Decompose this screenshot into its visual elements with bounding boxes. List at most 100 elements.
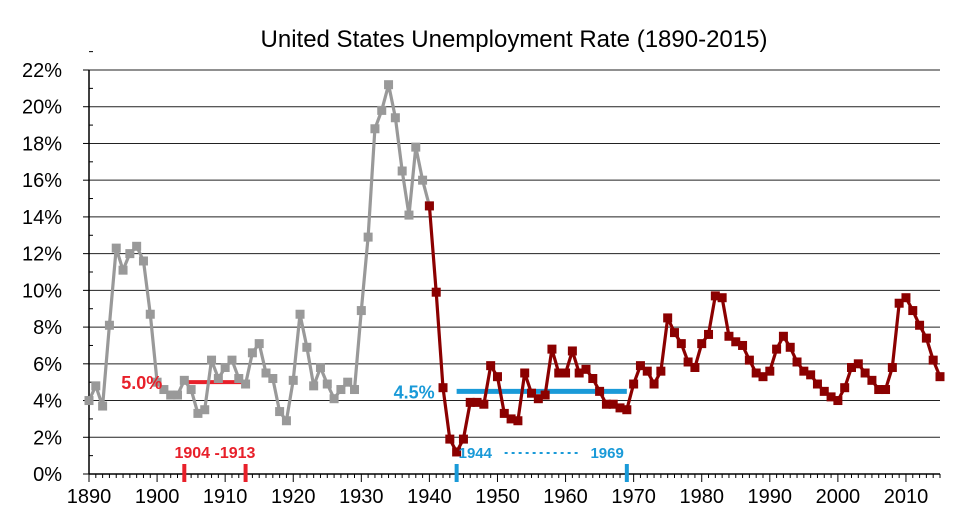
data-point (315, 362, 325, 372)
data-point (356, 306, 366, 316)
data-point (656, 366, 666, 376)
data-point (629, 379, 639, 389)
data-point (731, 337, 741, 347)
data-point (935, 372, 945, 382)
data-point (683, 357, 693, 367)
data-point (377, 105, 387, 115)
data-point (853, 359, 863, 369)
data-point (642, 366, 652, 376)
data-point (98, 401, 108, 411)
data-point (234, 374, 244, 384)
data-point (751, 368, 761, 378)
data-point (138, 256, 148, 266)
data-point (479, 399, 489, 409)
data-point (901, 293, 911, 303)
average-label: 4.5% (394, 382, 435, 402)
data-point (806, 370, 816, 380)
period-end-label: 1969 (590, 445, 623, 462)
data-point (615, 403, 625, 413)
data-point (336, 385, 346, 395)
data-point (200, 405, 210, 415)
data-point (343, 377, 353, 387)
data-point (608, 399, 618, 409)
data-point (738, 340, 748, 350)
data-point (785, 342, 795, 352)
data-point (513, 416, 523, 426)
data-point (717, 293, 727, 303)
x-tick-label: 1950 (475, 486, 520, 508)
data-point (227, 355, 237, 365)
data-point (213, 374, 223, 384)
data-point (295, 309, 305, 319)
data-point (492, 372, 502, 382)
y-tick-label: 6% (33, 354, 62, 376)
data-point (104, 320, 114, 330)
data-point (241, 379, 251, 389)
data-point (309, 381, 319, 391)
data-point (690, 362, 700, 372)
data-point (915, 320, 925, 330)
data-point (588, 374, 598, 384)
data-point (132, 241, 142, 251)
data-point (533, 394, 543, 404)
data-point (635, 361, 645, 371)
x-tick-label: 1920 (271, 486, 316, 508)
data-point (765, 366, 775, 376)
data-point (350, 385, 360, 395)
data-point (894, 298, 904, 308)
data-point (179, 375, 189, 385)
y-tick-label: 10% (22, 280, 62, 302)
data-point (207, 355, 217, 365)
data-point (397, 166, 407, 176)
data-point (574, 368, 584, 378)
x-tick-label: 1980 (679, 486, 724, 508)
data-point (363, 232, 373, 242)
data-point (275, 407, 285, 417)
data-point (928, 355, 938, 365)
data-point (520, 368, 530, 378)
data-point (833, 396, 843, 406)
data-point (390, 113, 400, 123)
annotation-labels: 5.0% 1904 -1913 4.5% 1944 1969 (121, 373, 624, 462)
data-point (91, 381, 101, 391)
data-point (527, 388, 537, 398)
data-point (758, 372, 768, 382)
data-point (486, 361, 496, 371)
data-point (268, 374, 278, 384)
data-point (472, 397, 482, 407)
x-tick-label: 1970 (611, 486, 656, 508)
data-point (663, 313, 673, 323)
y-axis-ticks: 0% 2% 4% 6% 8% 10% 12% 14% 16% 18% 20% 22% (22, 51, 93, 486)
axes (88, 70, 940, 475)
y-tick-label: 0% (33, 464, 62, 486)
data-point (649, 379, 659, 389)
y-tick-label: 20% (22, 97, 62, 119)
data-point (173, 390, 183, 400)
data-point (921, 333, 931, 343)
data-point (370, 124, 380, 134)
data-point (772, 344, 782, 354)
y-tick-label: 16% (22, 170, 62, 192)
data-point (812, 379, 822, 389)
data-point (152, 377, 162, 387)
data-point (778, 331, 788, 341)
data-point (860, 368, 870, 378)
x-tick-label: 1990 (748, 486, 793, 508)
x-tick-label: 1900 (135, 486, 180, 508)
data-point (261, 368, 271, 378)
data-point (724, 331, 734, 341)
data-point (547, 344, 557, 354)
y-tick-label: 14% (22, 207, 62, 229)
x-tick-label: 1930 (339, 486, 384, 508)
data-point (887, 362, 897, 372)
data-point (567, 346, 577, 356)
x-tick-label: 2000 (816, 486, 861, 508)
data-point (710, 291, 720, 301)
data-point (118, 265, 128, 275)
data-point (792, 357, 802, 367)
data-point (704, 329, 714, 339)
data-point (881, 385, 891, 395)
data-point (622, 405, 632, 415)
data-point (322, 379, 332, 389)
